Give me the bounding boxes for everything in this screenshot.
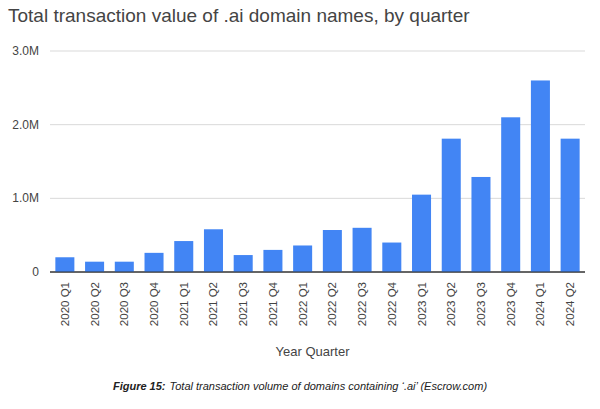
caption-text: Total transaction volume of domains cont… (170, 380, 488, 392)
bar (85, 262, 104, 272)
bar (501, 117, 520, 272)
bar (442, 139, 461, 272)
bar (55, 257, 74, 272)
bar (323, 230, 342, 272)
caption: Figure 15: Total transaction volume of do… (113, 380, 487, 392)
x-tick-label: 2021 Q4 (267, 281, 279, 326)
x-tick-label: 2023 Q4 (505, 281, 517, 326)
bar (234, 255, 253, 272)
x-tick-label: 2021 Q3 (237, 282, 249, 326)
x-tick-label: 2021 Q2 (207, 282, 219, 326)
bar (412, 195, 431, 272)
baseline (50, 272, 585, 273)
x-tick-label: 2022 Q4 (386, 281, 398, 326)
grid-line (50, 272, 585, 273)
grid-line (50, 51, 585, 52)
y-tick-label: 1.0M (12, 191, 39, 205)
x-tick-label: 2020 Q3 (118, 282, 130, 326)
x-tick-label: 2023 Q3 (475, 282, 487, 326)
x-tick-label: 2023 Q1 (416, 282, 428, 326)
bar (204, 229, 223, 272)
x-tick-label: 2023 Q2 (445, 282, 457, 326)
bar (353, 228, 372, 272)
caption-label: Figure 15: (113, 380, 166, 392)
bar (293, 245, 312, 272)
bar (471, 177, 490, 272)
bar (115, 262, 134, 272)
bars (55, 80, 579, 272)
chart-svg: Total transaction value of .ai domain na… (0, 0, 600, 409)
x-tick-label: 2024 Q1 (534, 282, 546, 326)
chart-container: Total transaction value of .ai domain na… (0, 0, 600, 409)
x-axis-label: Year Quarter (276, 344, 351, 359)
title: Total transaction value of .ai domain na… (8, 5, 470, 26)
bar (145, 253, 164, 272)
x-tick-label: 2022 Q1 (297, 282, 309, 326)
bar (174, 241, 193, 272)
x-tick-label: 2022 Q2 (326, 282, 338, 326)
x-tick-label: 2021 Q1 (178, 282, 190, 326)
bar (561, 139, 580, 272)
bar (382, 243, 401, 272)
x-tick-label: 2022 Q3 (356, 282, 368, 326)
y-tick-label: 0 (32, 265, 39, 279)
bar (531, 80, 550, 272)
x-tick-label: 2024 Q2 (564, 282, 576, 326)
x-tick-label: 2020 Q1 (59, 282, 71, 326)
x-tick-label: 2020 Q2 (89, 282, 101, 326)
y-axis-line (50, 51, 51, 272)
x-tick-label: 2020 Q4 (148, 281, 160, 326)
y-tick-label: 2.0M (12, 118, 39, 132)
y-tick-label: 3.0M (12, 44, 39, 58)
bar (263, 250, 282, 272)
